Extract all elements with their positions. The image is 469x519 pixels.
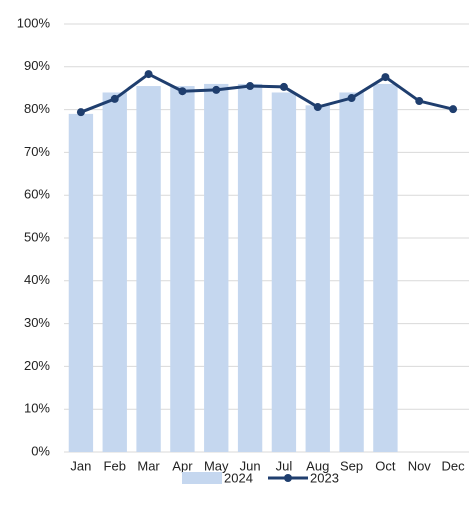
x-tick-label: Feb [104,458,126,473]
y-tick-label: 80% [24,101,50,116]
bar [305,105,330,452]
legend-label: 2023 [310,470,339,485]
x-tick-label: Oct [375,458,396,473]
y-tick-label: 90% [24,58,50,73]
bar [339,92,364,452]
y-tick-label: 100% [17,15,51,30]
marker [279,82,288,91]
line [80,72,454,114]
bar [271,92,297,452]
x-tick-label: Jan [70,458,91,473]
y-tick-label: 40% [24,272,50,287]
y-tick-label: 70% [24,144,50,159]
marker [212,85,221,94]
x-tick-label: Nov [408,458,432,473]
y-tick-label: 50% [24,229,50,244]
bar [136,86,161,452]
x-tick-label: Apr [172,458,193,473]
marker [110,94,119,103]
bar [204,83,229,453]
bar [237,83,263,453]
y-tick-label: 0% [31,443,50,458]
x-tick-label: Aug [306,458,329,473]
marker [144,70,153,79]
bar [170,86,195,452]
legend-label: 2024 [224,470,253,485]
y-tick-label: 10% [24,401,50,416]
bar [68,113,94,452]
marker [178,87,187,96]
legend-marker [284,474,292,482]
y-tick-label: 60% [24,187,50,202]
x-tick-label: Jul [276,458,293,473]
marker [76,108,85,117]
y-tick-label: 20% [24,358,50,373]
x-tick-label: May [204,458,229,473]
bar [102,92,127,452]
x-tick-label: Jun [240,458,261,473]
x-tick-label: Dec [442,458,466,473]
bar [373,83,398,453]
marker [246,82,255,91]
marker [313,103,322,112]
marker [449,105,458,114]
x-tick-label: Mar [137,458,160,473]
x-tick-label: Sep [340,458,363,473]
y-tick-label: 30% [24,315,50,330]
legend-swatch [182,472,222,484]
marker [415,97,424,106]
marker [347,94,356,103]
marker [381,73,390,82]
